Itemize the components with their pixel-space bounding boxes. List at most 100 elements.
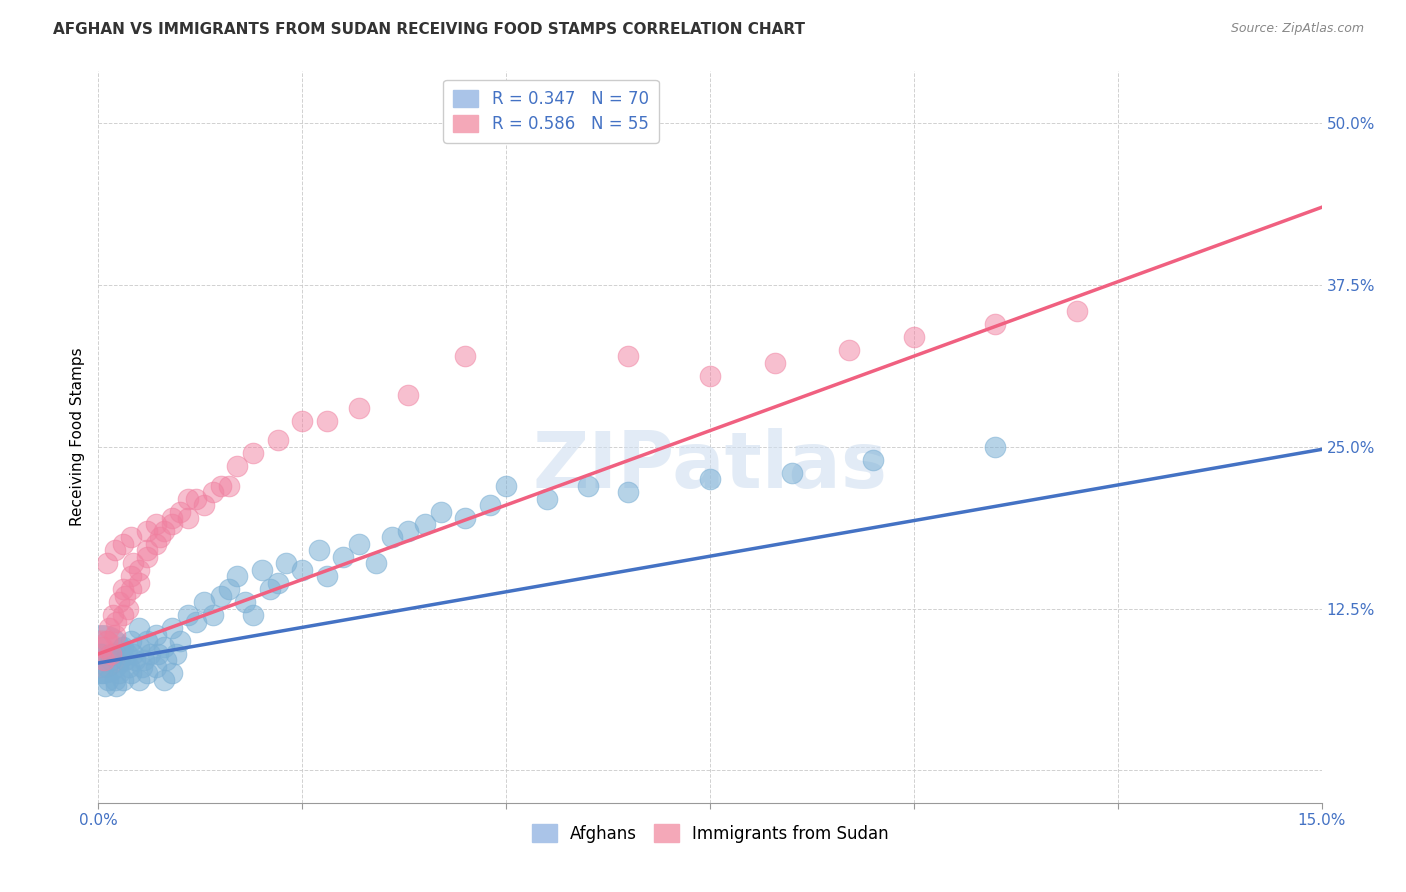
Point	[93, 653, 115, 667]
Point	[108, 666, 131, 681]
Point	[152, 524, 174, 538]
Point	[454, 349, 477, 363]
Point	[136, 634, 159, 648]
Point	[97, 673, 120, 687]
Point	[131, 660, 153, 674]
Point	[984, 440, 1007, 454]
Point	[576, 478, 599, 492]
Point	[105, 615, 128, 629]
Point	[201, 485, 224, 500]
Point	[536, 491, 558, 506]
Point	[349, 401, 371, 415]
Point	[114, 589, 136, 603]
Point	[274, 557, 297, 571]
Point	[349, 537, 371, 551]
Point	[315, 569, 337, 583]
Point	[454, 511, 477, 525]
Point	[193, 498, 215, 512]
Point	[136, 524, 159, 538]
Point	[332, 549, 354, 564]
Point	[242, 608, 264, 623]
Point	[478, 498, 501, 512]
Point	[91, 666, 114, 681]
Point	[120, 582, 142, 597]
Point	[104, 673, 127, 687]
Point	[209, 589, 232, 603]
Point	[136, 543, 159, 558]
Point	[91, 647, 114, 661]
Point	[128, 673, 150, 687]
Point	[186, 615, 208, 629]
Point	[430, 504, 453, 518]
Point	[111, 640, 134, 655]
Point	[96, 557, 118, 571]
Point	[233, 595, 256, 609]
Point	[124, 653, 146, 667]
Point	[413, 517, 436, 532]
Point	[903, 330, 925, 344]
Point	[91, 647, 114, 661]
Point	[396, 388, 419, 402]
Point	[780, 466, 803, 480]
Point	[291, 563, 314, 577]
Point	[177, 608, 200, 623]
Point	[242, 446, 264, 460]
Point	[146, 647, 169, 661]
Point	[396, 524, 419, 538]
Point	[120, 569, 142, 583]
Point	[117, 601, 139, 615]
Point	[100, 647, 122, 661]
Point	[308, 543, 330, 558]
Point	[128, 640, 150, 655]
Point	[315, 414, 337, 428]
Point	[96, 660, 118, 674]
Point	[104, 627, 127, 641]
Point	[139, 647, 162, 661]
Point	[104, 543, 127, 558]
Point	[699, 368, 721, 383]
Point	[193, 595, 215, 609]
Point	[98, 621, 121, 635]
Point	[209, 478, 232, 492]
Point	[101, 647, 124, 661]
Point	[108, 595, 131, 609]
Point	[617, 349, 640, 363]
Point	[862, 452, 884, 467]
Point	[495, 478, 517, 492]
Point	[169, 634, 191, 648]
Point	[1066, 303, 1088, 318]
Text: AFGHAN VS IMMIGRANTS FROM SUDAN RECEIVING FOOD STAMPS CORRELATION CHART: AFGHAN VS IMMIGRANTS FROM SUDAN RECEIVIN…	[53, 22, 806, 37]
Point	[122, 557, 145, 571]
Point	[111, 608, 134, 623]
Point	[94, 679, 117, 693]
Text: ZIPatlas: ZIPatlas	[533, 428, 887, 504]
Point	[165, 647, 187, 661]
Point	[218, 478, 240, 492]
Point	[226, 459, 249, 474]
Point	[145, 660, 167, 674]
Point	[267, 434, 290, 448]
Point	[512, 116, 534, 130]
Point	[100, 653, 122, 667]
Point	[984, 317, 1007, 331]
Point	[364, 557, 387, 571]
Point	[381, 530, 404, 544]
Point	[267, 575, 290, 590]
Point	[111, 537, 134, 551]
Point	[145, 517, 167, 532]
Point	[177, 491, 200, 506]
Point	[136, 666, 159, 681]
Point	[291, 414, 314, 428]
Point	[120, 634, 142, 648]
Point	[136, 549, 159, 564]
Point	[122, 647, 145, 661]
Legend: Afghans, Immigrants from Sudan: Afghans, Immigrants from Sudan	[524, 818, 896, 849]
Point	[90, 640, 112, 655]
Point	[250, 563, 273, 577]
Y-axis label: Receiving Food Stamps: Receiving Food Stamps	[69, 348, 84, 526]
Point	[90, 647, 112, 661]
Point	[115, 647, 138, 661]
Point	[132, 653, 155, 667]
Text: Source: ZipAtlas.com: Source: ZipAtlas.com	[1230, 22, 1364, 36]
Point	[160, 621, 183, 635]
